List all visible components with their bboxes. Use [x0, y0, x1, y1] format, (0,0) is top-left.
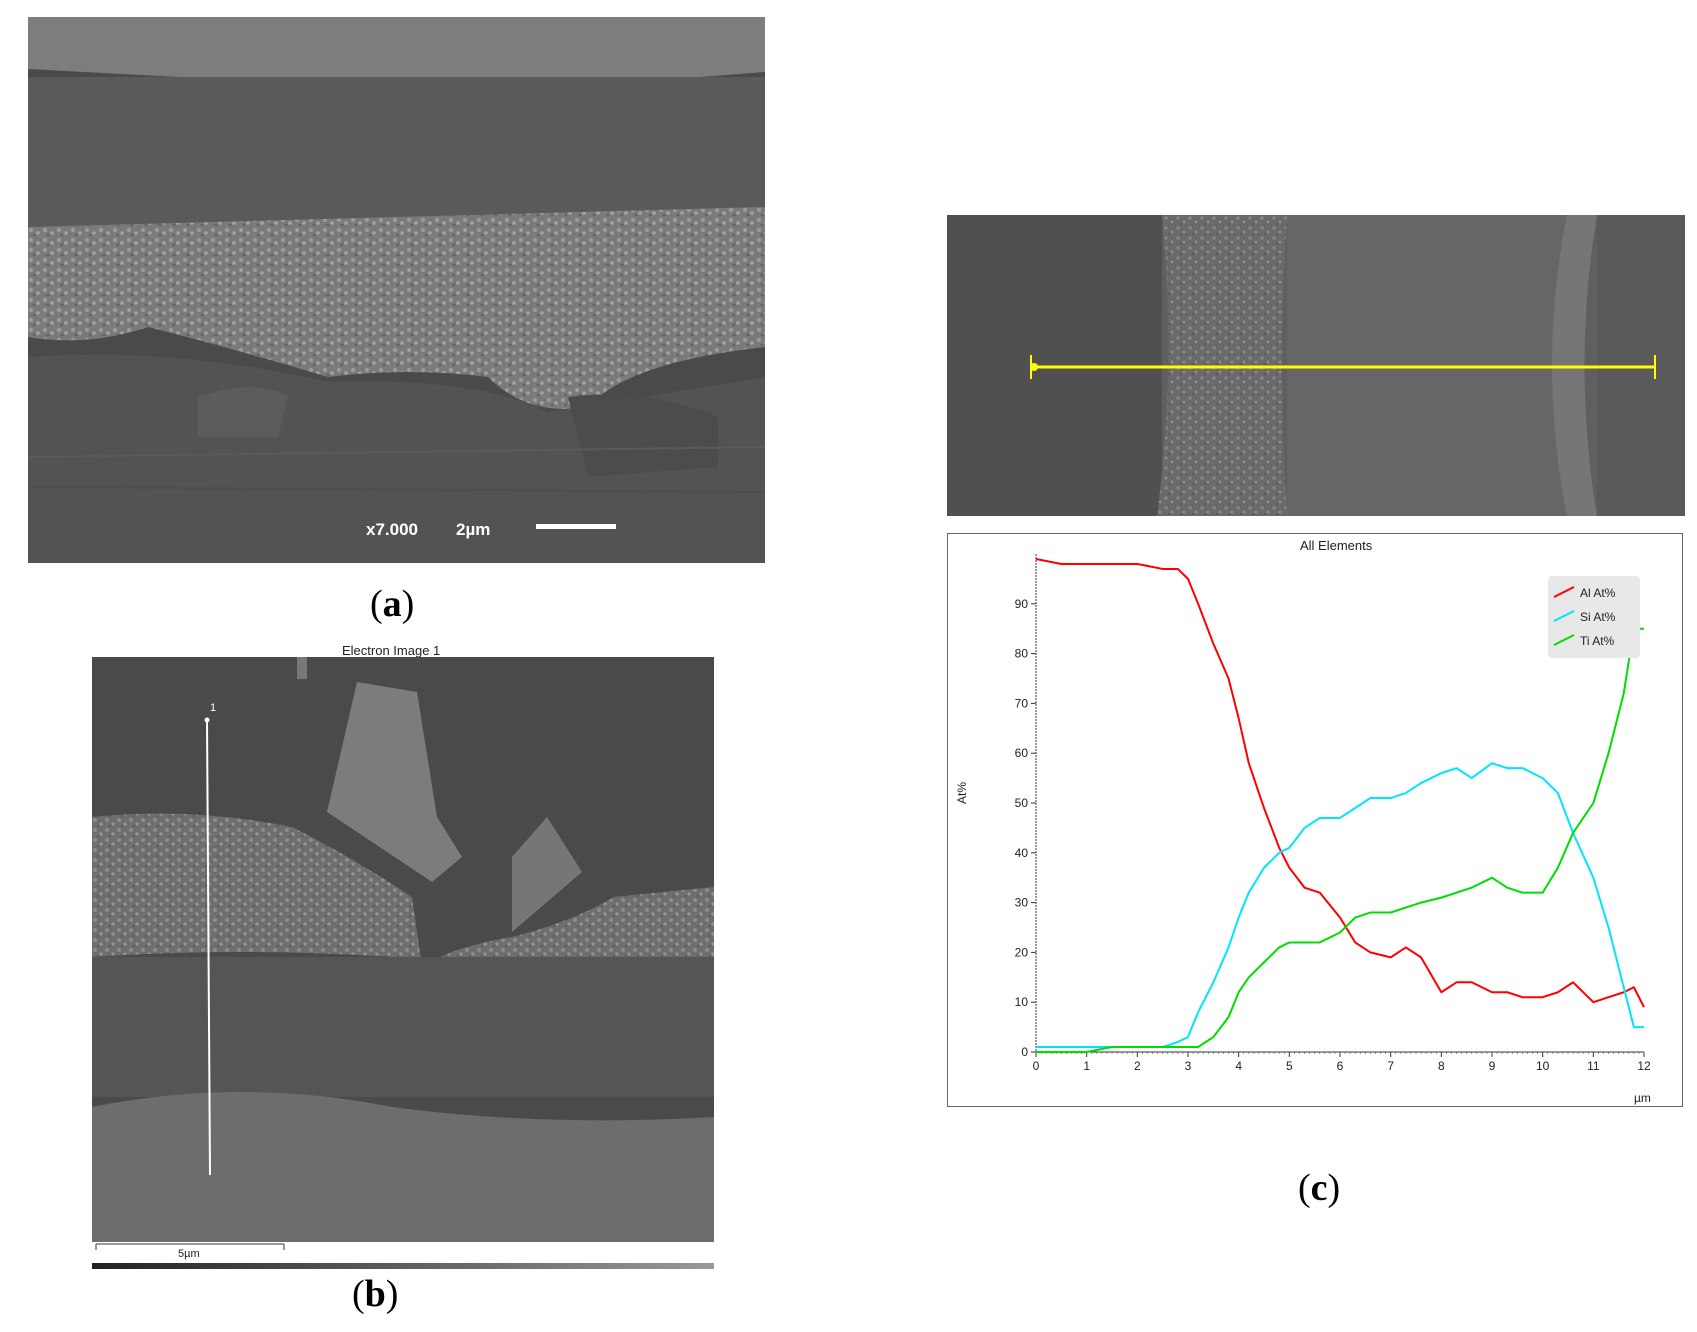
chart-x-axis-label: µm: [1634, 1091, 1651, 1105]
y-tick-label: 10: [1015, 995, 1029, 1009]
y-tick-label: 20: [1015, 945, 1029, 959]
y-tick-label: 90: [1015, 597, 1029, 611]
sem-image-a: [28, 17, 765, 563]
x-tick-label: 2: [1134, 1059, 1141, 1073]
scale-bar-b-region: [92, 1242, 714, 1270]
legend-swatch: [1553, 634, 1575, 646]
x-tick-label: 6: [1337, 1059, 1344, 1073]
y-tick-label: 60: [1015, 746, 1029, 760]
magnification-label: x7.000: [366, 520, 418, 539]
y-tick-label: 40: [1015, 846, 1029, 860]
x-tick-label: 10: [1536, 1059, 1550, 1073]
legend-entry: Si At%: [1580, 610, 1616, 624]
panel-label-a: (a): [370, 583, 415, 625]
sem-image-c: [947, 215, 1685, 516]
x-tick-label: 5: [1286, 1059, 1293, 1073]
sem-image-c-drawing: [947, 215, 1685, 516]
chart-svg: All Elements At% µm 0 1 2 3 4 5 6 7 8 9 10 11 120102…: [955, 538, 1651, 1105]
y-tick-label: 70: [1015, 696, 1029, 710]
x-tick-label: 0: [1033, 1059, 1040, 1073]
scale-bar-label-a: 2µm: [456, 520, 491, 539]
x-tick-label: 8: [1438, 1059, 1445, 1073]
scale-bar-label-b: 5µm: [178, 1248, 200, 1260]
electron-image-title: Electron Image 1: [342, 643, 441, 658]
line-scan-label: 1: [210, 702, 217, 714]
panel-label-c: (c): [1298, 1167, 1341, 1209]
y-tick-label: 30: [1015, 896, 1029, 910]
x-tick-label: 4: [1235, 1059, 1242, 1073]
legend-swatch: [1553, 610, 1575, 622]
series-line-ti: [1036, 627, 1644, 1053]
y-tick-label: 50: [1015, 796, 1029, 810]
scale-bar-b: [92, 1243, 714, 1269]
y-tick-label: 80: [1015, 647, 1029, 661]
chart-series: [1035, 557, 1645, 1053]
line-scan-path-b: [206, 719, 211, 1176]
panel-label-b: (b): [352, 1273, 399, 1315]
legend-swatch: [1553, 586, 1575, 598]
eds-line-scan-chart: All Elements At% µm 0 1 2 3 4 5 6 7 8 9 10 11 12 0 10 2…: [947, 533, 1683, 1107]
x-tick-label: 3: [1185, 1059, 1192, 1073]
legend-entry: Al At%: [1580, 586, 1616, 600]
y-tick-label: 0: [1021, 1045, 1028, 1059]
chart-legend: Al At% Si At% Ti At%: [1548, 576, 1640, 658]
scale-bar-a: [536, 524, 616, 529]
sem-image-a-drawing: [28, 17, 765, 563]
x-tick-label: 11: [1587, 1059, 1600, 1073]
x-tick-label: 7: [1387, 1059, 1394, 1073]
series-line-al: [1035, 557, 1645, 1008]
chart-y-axis-label: At%: [955, 782, 969, 804]
x-tick-label: 9: [1489, 1059, 1496, 1073]
legend-entry: Ti At%: [1580, 634, 1615, 648]
sem-image-b-drawing: [92, 657, 714, 1242]
sem-image-b: [92, 657, 714, 1242]
x-tick-label: 1: [1083, 1059, 1090, 1073]
series-line-si: [1036, 762, 1644, 1049]
x-tick-label: 12: [1637, 1059, 1651, 1073]
chart-title: All Elements: [1300, 538, 1373, 553]
